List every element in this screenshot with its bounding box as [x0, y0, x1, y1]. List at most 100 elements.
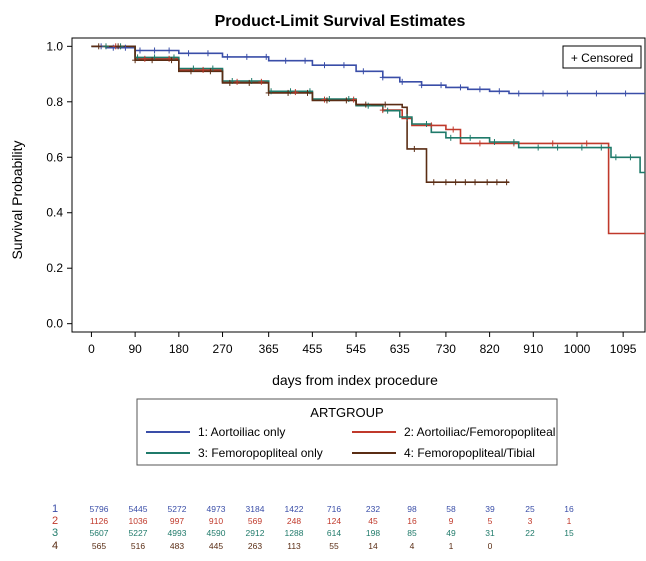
risk-row-4: 4 565 516 483 445 263 113 55 14 4 1 0: [52, 540, 493, 552]
risk-count: 15: [564, 528, 574, 538]
censor-mark: [430, 179, 437, 186]
censor-mark: [141, 55, 148, 62]
x-tick-label: 545: [346, 342, 366, 356]
x-tick-label: 455: [302, 342, 322, 356]
risk-count: 1288: [285, 528, 304, 538]
series-line-3: [91, 45, 645, 174]
legend-label: 1: Aortoiliac only: [198, 425, 285, 439]
censor-mark: [343, 97, 350, 104]
censor-mark: [122, 44, 129, 51]
censor-mark: [423, 120, 430, 127]
risk-count: 14: [368, 541, 378, 551]
censor-mark: [503, 179, 510, 186]
censored-legend-box: [562, 45, 642, 69]
censor-mark: [411, 145, 418, 152]
censor-mark: [151, 47, 158, 54]
risk-count: 39: [485, 504, 495, 514]
censor-mark: [535, 144, 542, 151]
risk-count: 516: [131, 541, 145, 551]
censor-mark: [204, 50, 211, 57]
censor-mark: [258, 78, 265, 85]
risk-count: 85: [407, 528, 417, 538]
censor-mark: [564, 90, 571, 97]
risk-count: 1: [567, 516, 572, 526]
censor-mark: [476, 140, 483, 147]
censor-mark: [102, 43, 109, 50]
risk-count: 49: [446, 528, 456, 538]
censor-mark: [578, 144, 585, 151]
risk-row-1: 1 5796 5445 5272 4973 3184 1422 716 232 98 58 39 25 1…: [52, 503, 574, 515]
risk-count: 198: [366, 528, 380, 538]
censor-mark: [304, 89, 311, 96]
censor-mark: [540, 90, 547, 97]
x-tick-label: 270: [213, 342, 233, 356]
y-tick-label: 0.0: [46, 317, 63, 331]
censor-mark: [447, 134, 454, 141]
censor-mark: [187, 68, 194, 75]
censor-mark: [612, 154, 619, 161]
risk-count: 1036: [129, 516, 148, 526]
censor-mark: [382, 101, 389, 108]
series-line-2: [91, 45, 645, 235]
risk-count: 910: [209, 516, 223, 526]
risk-count: 2912: [246, 528, 265, 538]
risk-count: 16: [407, 516, 417, 526]
censor-mark: [627, 154, 634, 161]
legend-title: ARTGROUP: [310, 405, 383, 420]
censor-mark: [132, 57, 139, 64]
censor-mark: [549, 140, 556, 147]
x-tick-label: 730: [436, 342, 456, 356]
series-line-1: [91, 45, 645, 95]
legend-label: 4: Femoropopliteal/Tibial: [404, 446, 535, 460]
risk-row-label: 2: [52, 515, 58, 527]
x-tick-label: 1095: [610, 342, 637, 356]
censor-mark: [265, 89, 272, 96]
x-tick-label: 90: [128, 342, 142, 356]
risk-count: 569: [248, 516, 262, 526]
censor-mark: [583, 140, 590, 147]
censor-mark: [321, 62, 328, 69]
legend-label: 3: Femoropopliteal only: [198, 446, 323, 460]
risk-row-2: 2 1126 1036 997 910 569 248 124 45 16 9 5 3 1: [52, 515, 572, 527]
chart-title: Product-Limit Survival Estimates: [215, 13, 466, 30]
x-tick-label: 910: [523, 342, 543, 356]
censor-mark: [285, 89, 292, 96]
censor-mark: [166, 47, 173, 54]
risk-row-label: 4: [52, 540, 58, 552]
y-tick-label: 0.2: [46, 261, 63, 275]
censor-mark: [399, 78, 406, 85]
risk-count: 31: [485, 528, 495, 538]
risk-count: 565: [92, 541, 106, 551]
risk-count: 124: [327, 516, 341, 526]
risk-row-label: 3: [52, 527, 58, 539]
censor-mark: [593, 90, 600, 97]
risk-count: 4: [410, 541, 415, 551]
legend-item-3: 3: Femoropopliteal only: [146, 446, 323, 460]
censor-mark: [234, 78, 241, 85]
risk-count: 248: [287, 516, 301, 526]
risk-count: 3: [528, 516, 533, 526]
censor-mark: [515, 90, 522, 97]
censor-mark: [95, 43, 102, 50]
censor-mark: [476, 86, 483, 93]
risk-count: 5227: [129, 528, 148, 538]
censor-mark: [404, 114, 411, 121]
x-tick-label: 365: [259, 342, 279, 356]
legend-item-4: 4: Femoropopliteal/Tibial: [352, 446, 535, 460]
censor-mark: [115, 43, 122, 50]
risk-row-3: 3 5607 5227 4993 4590 2912 1288 614 198 85 49 31 22 1…: [52, 527, 574, 539]
censor-mark: [384, 107, 391, 114]
censor-mark: [246, 79, 253, 86]
censor-mark: [360, 68, 367, 75]
censor-mark: [452, 179, 459, 186]
y-tick-label: 0.6: [46, 150, 63, 164]
risk-count: 1126: [90, 516, 109, 526]
risk-count: 5: [488, 516, 493, 526]
censor-mark: [496, 88, 503, 95]
x-tick-label: 1000: [564, 342, 591, 356]
risk-count: 263: [248, 541, 262, 551]
risk-count: 25: [525, 504, 535, 514]
risk-count: 483: [170, 541, 184, 551]
censor-mark: [457, 84, 464, 91]
risk-count: 5272: [168, 504, 187, 514]
